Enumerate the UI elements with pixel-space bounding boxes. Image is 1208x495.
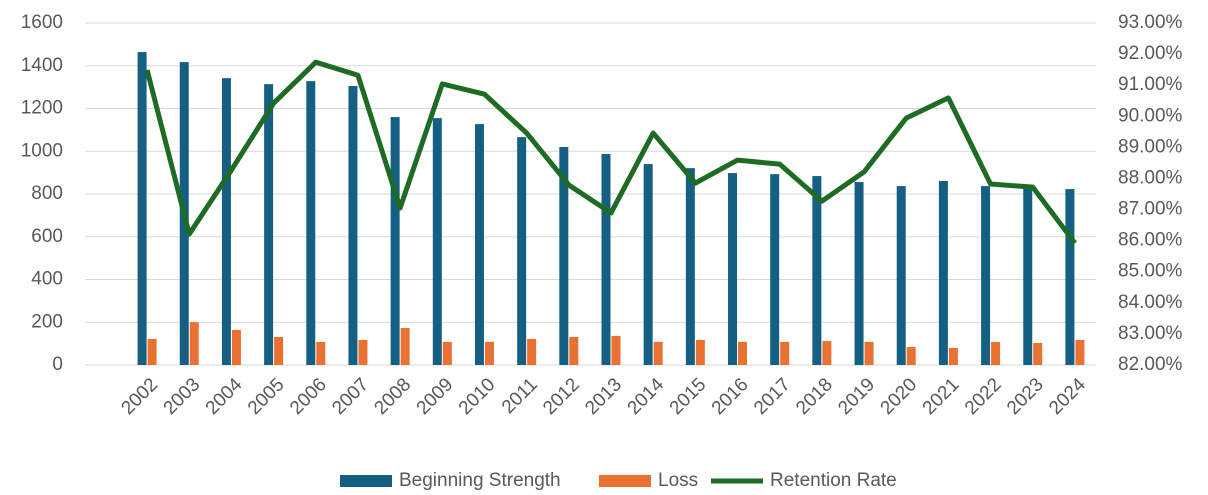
x-tick-label: 2008 bbox=[370, 374, 415, 419]
x-tick-label: 2004 bbox=[202, 374, 247, 419]
bar bbox=[812, 176, 822, 365]
bar bbox=[854, 182, 864, 365]
bar bbox=[221, 78, 231, 366]
y2-tick-label: 92.00% bbox=[1118, 43, 1183, 64]
y2-tick-label: 91.00% bbox=[1118, 74, 1183, 95]
x-tick-label: 2003 bbox=[160, 374, 205, 419]
y-tick-label: 400 bbox=[31, 269, 63, 290]
bar bbox=[316, 341, 326, 365]
bar bbox=[770, 174, 780, 365]
legend-label: Retention Rate bbox=[770, 470, 897, 491]
bar bbox=[559, 146, 569, 365]
bar bbox=[981, 186, 991, 365]
bar bbox=[653, 341, 663, 365]
x-tick-label: 2024 bbox=[1045, 374, 1090, 419]
legend-label: Beginning Strength bbox=[399, 470, 561, 491]
bar bbox=[358, 339, 368, 365]
bar bbox=[896, 186, 906, 365]
bar bbox=[147, 338, 157, 365]
y2-tick-label: 89.00% bbox=[1118, 136, 1183, 157]
bar bbox=[738, 341, 748, 365]
bar bbox=[306, 81, 316, 365]
y2-tick-label: 83.00% bbox=[1118, 323, 1183, 344]
y2-tick-label: 93.00% bbox=[1118, 12, 1183, 33]
x-tick-label: 2016 bbox=[708, 374, 753, 419]
x-tick-label: 2023 bbox=[1003, 374, 1048, 419]
x-tick-label: 2012 bbox=[539, 374, 584, 419]
y-tick-label: 800 bbox=[31, 183, 63, 204]
y-tick-label: 1200 bbox=[21, 98, 63, 119]
y2-tick-label: 88.00% bbox=[1118, 167, 1183, 188]
bar bbox=[442, 341, 452, 365]
bar bbox=[348, 86, 358, 366]
x-tick-label: 2011 bbox=[498, 374, 542, 418]
bar bbox=[728, 173, 738, 365]
x-tick-label: 2020 bbox=[877, 374, 922, 419]
x-tick-label: 2010 bbox=[455, 374, 500, 419]
bar bbox=[906, 347, 916, 365]
bar bbox=[274, 336, 284, 365]
y-tick-label: 1400 bbox=[21, 55, 63, 76]
x-tick-label: 2013 bbox=[581, 374, 626, 419]
bar bbox=[938, 180, 948, 365]
y2-tick-label: 87.00% bbox=[1118, 199, 1183, 220]
x-tick-label: 2021 bbox=[919, 374, 964, 419]
bar bbox=[611, 335, 621, 365]
x-tick-label: 2018 bbox=[792, 374, 837, 419]
y-tick-label: 0 bbox=[52, 354, 63, 375]
bar bbox=[822, 341, 832, 365]
line bbox=[144, 59, 1077, 245]
legend-swatch bbox=[599, 475, 651, 487]
bar bbox=[695, 339, 705, 365]
bar bbox=[1075, 339, 1085, 365]
bar bbox=[1065, 189, 1075, 365]
x-tick-label: 2007 bbox=[328, 374, 373, 419]
y2-tick-label: 84.00% bbox=[1118, 292, 1183, 313]
y-tick-label: 200 bbox=[31, 311, 63, 332]
x-tick-label: 2009 bbox=[413, 374, 458, 419]
x-tick-label: 2005 bbox=[244, 374, 289, 419]
bar bbox=[991, 341, 1001, 365]
bar bbox=[432, 118, 442, 366]
bar bbox=[474, 124, 484, 365]
bar bbox=[400, 328, 410, 365]
bar bbox=[864, 341, 874, 365]
bar bbox=[189, 322, 199, 365]
x-tick-label: 2019 bbox=[834, 374, 879, 419]
legend-label: Loss bbox=[658, 470, 698, 491]
bar bbox=[527, 338, 537, 365]
x-tick-label: 2002 bbox=[117, 374, 162, 419]
bar bbox=[1023, 186, 1033, 365]
y2-tick-label: 82.00% bbox=[1118, 354, 1183, 375]
x-tick-label: 2017 bbox=[750, 374, 795, 419]
y2-tick-label: 90.00% bbox=[1118, 105, 1183, 126]
y-tick-label: 600 bbox=[31, 226, 63, 247]
bar bbox=[1033, 342, 1043, 365]
bar bbox=[643, 164, 653, 365]
x-tick-label: 2006 bbox=[286, 374, 331, 419]
bar bbox=[484, 341, 494, 365]
bar bbox=[948, 347, 958, 365]
bar bbox=[137, 52, 147, 365]
y-tick-label: 1600 bbox=[21, 12, 63, 33]
y-tick-label: 1000 bbox=[21, 140, 63, 161]
bar bbox=[390, 117, 400, 365]
x-tick-label: 2014 bbox=[624, 374, 669, 419]
bar bbox=[601, 154, 611, 365]
bar bbox=[569, 336, 579, 365]
x-tick-label: 2022 bbox=[961, 374, 1006, 419]
x-tick-label: 2015 bbox=[666, 374, 711, 419]
legend-swatch bbox=[340, 475, 392, 487]
y2-tick-label: 85.00% bbox=[1118, 261, 1183, 282]
bar bbox=[264, 84, 274, 365]
bar bbox=[780, 341, 790, 365]
bar bbox=[685, 168, 695, 365]
y2-tick-label: 86.00% bbox=[1118, 230, 1183, 251]
bar bbox=[517, 137, 527, 365]
bar bbox=[231, 329, 241, 365]
